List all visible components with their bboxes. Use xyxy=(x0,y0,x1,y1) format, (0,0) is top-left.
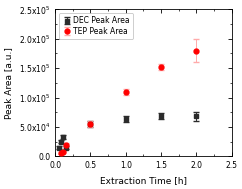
Y-axis label: Peak Area [a.u.]: Peak Area [a.u.] xyxy=(4,47,13,119)
Legend: DEC Peak Area, TEP Peak Area: DEC Peak Area, TEP Peak Area xyxy=(59,13,133,39)
X-axis label: Extraction Time [h]: Extraction Time [h] xyxy=(100,176,187,185)
